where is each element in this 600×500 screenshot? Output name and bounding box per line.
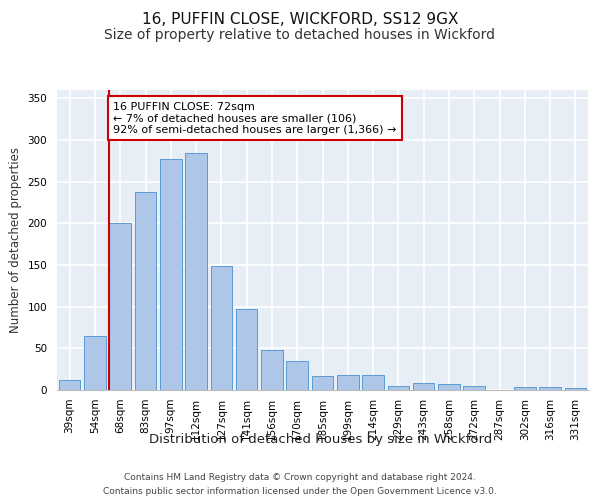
Bar [236, 309, 257, 390]
Bar [438, 384, 460, 390]
Text: Size of property relative to detached houses in Wickford: Size of property relative to detached ho… [104, 28, 496, 42]
Bar [539, 386, 561, 390]
Y-axis label: Number of detached properties: Number of detached properties [9, 147, 22, 333]
Text: 16, PUFFIN CLOSE, WICKFORD, SS12 9GX: 16, PUFFIN CLOSE, WICKFORD, SS12 9GX [142, 12, 458, 28]
Bar [514, 386, 536, 390]
Bar [312, 376, 333, 390]
Bar [413, 384, 434, 390]
Text: Contains public sector information licensed under the Open Government Licence v3: Contains public sector information licen… [103, 486, 497, 496]
Bar [109, 224, 131, 390]
Text: 16 PUFFIN CLOSE: 72sqm
← 7% of detached houses are smaller (106)
92% of semi-det: 16 PUFFIN CLOSE: 72sqm ← 7% of detached … [113, 102, 397, 135]
Bar [84, 336, 106, 390]
Text: Distribution of detached houses by size in Wickford: Distribution of detached houses by size … [149, 432, 493, 446]
Bar [261, 350, 283, 390]
Bar [286, 361, 308, 390]
Bar [388, 386, 409, 390]
Bar [160, 159, 182, 390]
Text: Contains HM Land Registry data © Crown copyright and database right 2024.: Contains HM Land Registry data © Crown c… [124, 472, 476, 482]
Bar [135, 192, 156, 390]
Bar [59, 380, 80, 390]
Bar [565, 388, 586, 390]
Bar [337, 375, 359, 390]
Bar [362, 375, 384, 390]
Bar [185, 152, 207, 390]
Bar [211, 266, 232, 390]
Bar [463, 386, 485, 390]
